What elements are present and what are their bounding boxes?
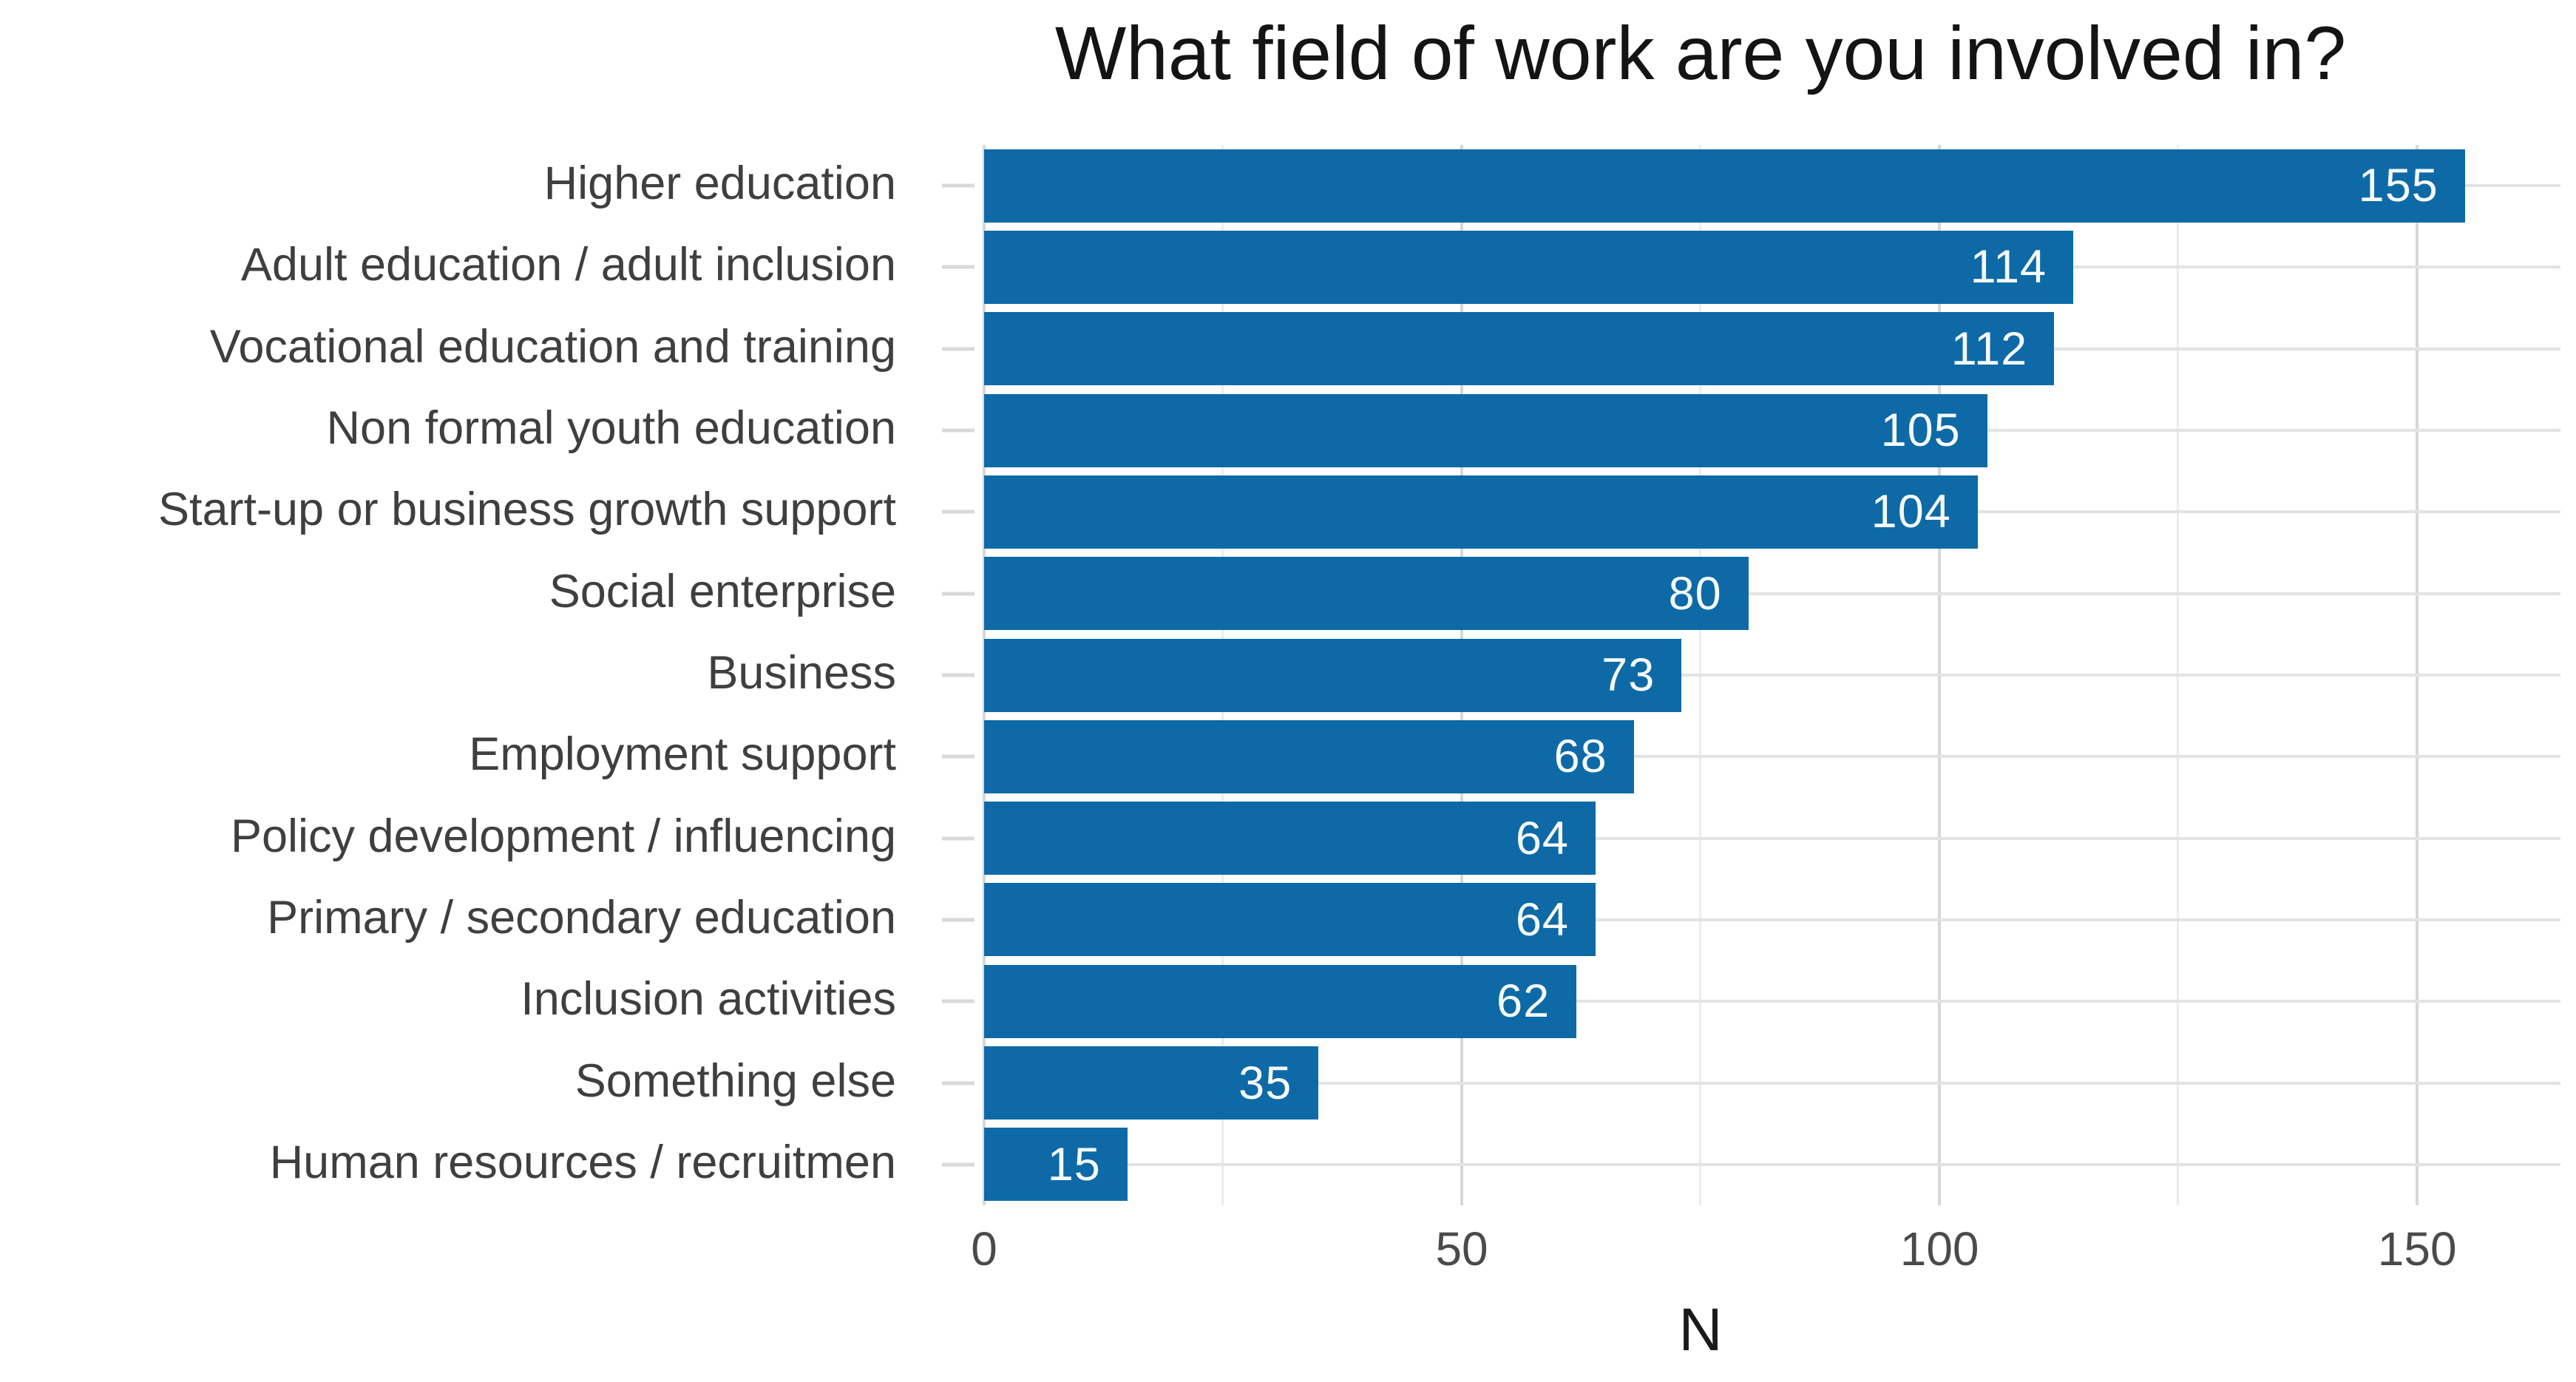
- value-label: 15: [1047, 1138, 1101, 1190]
- axis-tick-mark: [942, 509, 975, 514]
- row-gridline: [984, 1081, 2560, 1085]
- x-axis-title: N: [1678, 1296, 1723, 1364]
- value-label: 64: [1515, 893, 1569, 946]
- value-label: 105: [1880, 404, 1961, 457]
- x-tick-label: 150: [2377, 1222, 2457, 1276]
- category-label: Human resources / recruitmen: [269, 1136, 896, 1188]
- category-label: Vocational education and training: [209, 320, 896, 373]
- value-label: 114: [1970, 241, 2047, 294]
- row-gridline: [984, 918, 2560, 921]
- axis-tick-mark: [942, 918, 975, 922]
- plot-panel: 155 114 112 105 104 80 73 68 64 64 62 35 15: [983, 145, 2560, 1205]
- value-label: 64: [1515, 812, 1569, 864]
- value-label: 73: [1601, 649, 1655, 701]
- x-tick-label: 0: [971, 1222, 997, 1276]
- row-gridline: [984, 1162, 2560, 1166]
- value-label: 62: [1497, 975, 1550, 1028]
- row-gridline: [984, 755, 2560, 759]
- category-label: Business: [707, 647, 896, 700]
- value-label: 68: [1553, 731, 1607, 783]
- category-label: Higher education: [543, 157, 896, 210]
- x-tick-label: 50: [1435, 1222, 1488, 1276]
- category-label: Policy development / influencing: [230, 810, 896, 862]
- bar: 64: [984, 802, 1596, 875]
- axis-tick-mark: [942, 428, 975, 433]
- bar: 73: [984, 638, 1682, 712]
- bar: 15: [984, 1128, 1128, 1202]
- axis-tick-mark: [942, 1081, 975, 1085]
- category-label: Adult education / adult inclusion: [240, 239, 896, 291]
- row-gridline: [984, 674, 2560, 677]
- x-tick-label: 100: [1899, 1222, 1979, 1276]
- bar: 62: [984, 964, 1577, 1038]
- axis-tick-mark: [942, 183, 975, 188]
- category-label: Non formal youth education: [326, 402, 896, 455]
- bar: 155: [984, 149, 2465, 223]
- category-label: Primary / secondary education: [267, 892, 896, 944]
- category-label: Employment support: [469, 728, 896, 781]
- value-label: 155: [2358, 160, 2438, 212]
- bar: 68: [984, 719, 1634, 793]
- bar: 104: [984, 475, 1978, 549]
- value-label: 80: [1668, 567, 1722, 620]
- row-gridline: [984, 1000, 2560, 1003]
- value-label: 104: [1871, 486, 1951, 538]
- axis-tick-mark: [942, 999, 975, 1003]
- bar: 80: [984, 557, 1749, 631]
- row-gridline: [984, 836, 2560, 840]
- bar: 105: [984, 393, 1987, 467]
- axis-tick-mark: [942, 265, 975, 269]
- category-label: Inclusion activities: [521, 973, 896, 1026]
- value-label: 35: [1238, 1057, 1292, 1109]
- chart-title: What field of work are you involved in?: [1054, 11, 2347, 95]
- axis-tick-mark: [942, 592, 975, 596]
- value-label: 112: [1950, 322, 2028, 375]
- axis-tick-mark: [942, 1162, 975, 1167]
- category-label: Social enterprise: [549, 565, 896, 617]
- axis-tick-mark: [942, 754, 975, 759]
- axis-tick-mark: [942, 347, 975, 351]
- category-label: Something else: [574, 1054, 896, 1107]
- bar: 35: [984, 1046, 1319, 1120]
- axis-tick-mark: [942, 673, 975, 677]
- bar: 114: [984, 230, 2074, 304]
- category-label: Start-up or business growth support: [157, 484, 896, 536]
- row-gridline: [984, 592, 2560, 595]
- axis-tick-mark: [942, 836, 975, 841]
- bar: 64: [984, 883, 1596, 957]
- bar: 112: [984, 312, 2055, 386]
